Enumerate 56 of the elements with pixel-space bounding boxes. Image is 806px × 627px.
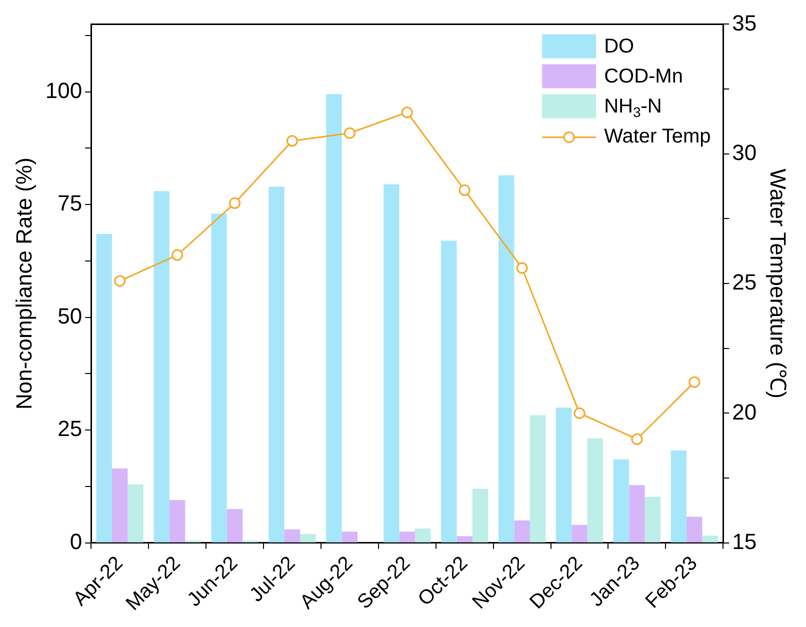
bar — [96, 234, 112, 542]
bar — [326, 94, 342, 542]
bar — [441, 240, 457, 542]
bar — [587, 438, 604, 542]
bar — [498, 175, 514, 542]
point — [458, 184, 470, 196]
bar — [572, 524, 588, 542]
bar — [414, 528, 431, 542]
point — [688, 376, 700, 388]
bar — [342, 532, 358, 542]
y2-axis-title: Water Temperature (℃) — [766, 168, 791, 398]
point — [344, 127, 356, 139]
point — [172, 249, 184, 261]
y2-tick-label: 30 — [732, 140, 757, 165]
y-tick-label: 75 — [58, 190, 82, 216]
point — [516, 262, 528, 274]
bar — [112, 468, 128, 542]
legend-label: COD-Mn — [604, 66, 683, 88]
y-axis-title: Non-compliance Rate (%) — [11, 158, 36, 410]
point — [114, 275, 126, 287]
bar — [472, 488, 488, 542]
bar — [226, 509, 243, 542]
bar — [644, 496, 660, 542]
bar — [169, 500, 186, 542]
legend-label: DO — [604, 36, 634, 58]
bar — [514, 520, 530, 542]
bar — [211, 214, 227, 542]
bar — [300, 534, 316, 542]
bar — [686, 516, 702, 542]
y2-tick-label: 35 — [732, 10, 757, 36]
legend-label: Water Temp — [604, 126, 711, 148]
y-tick-label: 0 — [70, 528, 82, 554]
y2-tick-label: 20 — [732, 399, 757, 424]
point — [401, 106, 413, 118]
y-tick-label: 100 — [45, 78, 82, 103]
bar — [613, 459, 630, 542]
point — [574, 407, 586, 419]
y-tick-label: 25 — [58, 416, 82, 442]
y-tick-label: 50 — [58, 303, 82, 328]
bar — [702, 536, 718, 542]
bar — [154, 191, 170, 542]
y2-tick-label: 15 — [732, 528, 757, 554]
bar — [670, 450, 687, 542]
bar — [629, 485, 645, 542]
y2-tick-label: 25 — [732, 270, 757, 295]
bar — [556, 408, 572, 542]
bar — [384, 184, 400, 542]
bar — [268, 186, 284, 542]
point — [631, 433, 643, 445]
bar — [530, 415, 546, 542]
bar — [128, 484, 144, 542]
bar — [456, 536, 472, 542]
point — [286, 135, 298, 147]
bar — [399, 532, 415, 542]
point — [229, 197, 240, 209]
bar — [284, 529, 300, 542]
